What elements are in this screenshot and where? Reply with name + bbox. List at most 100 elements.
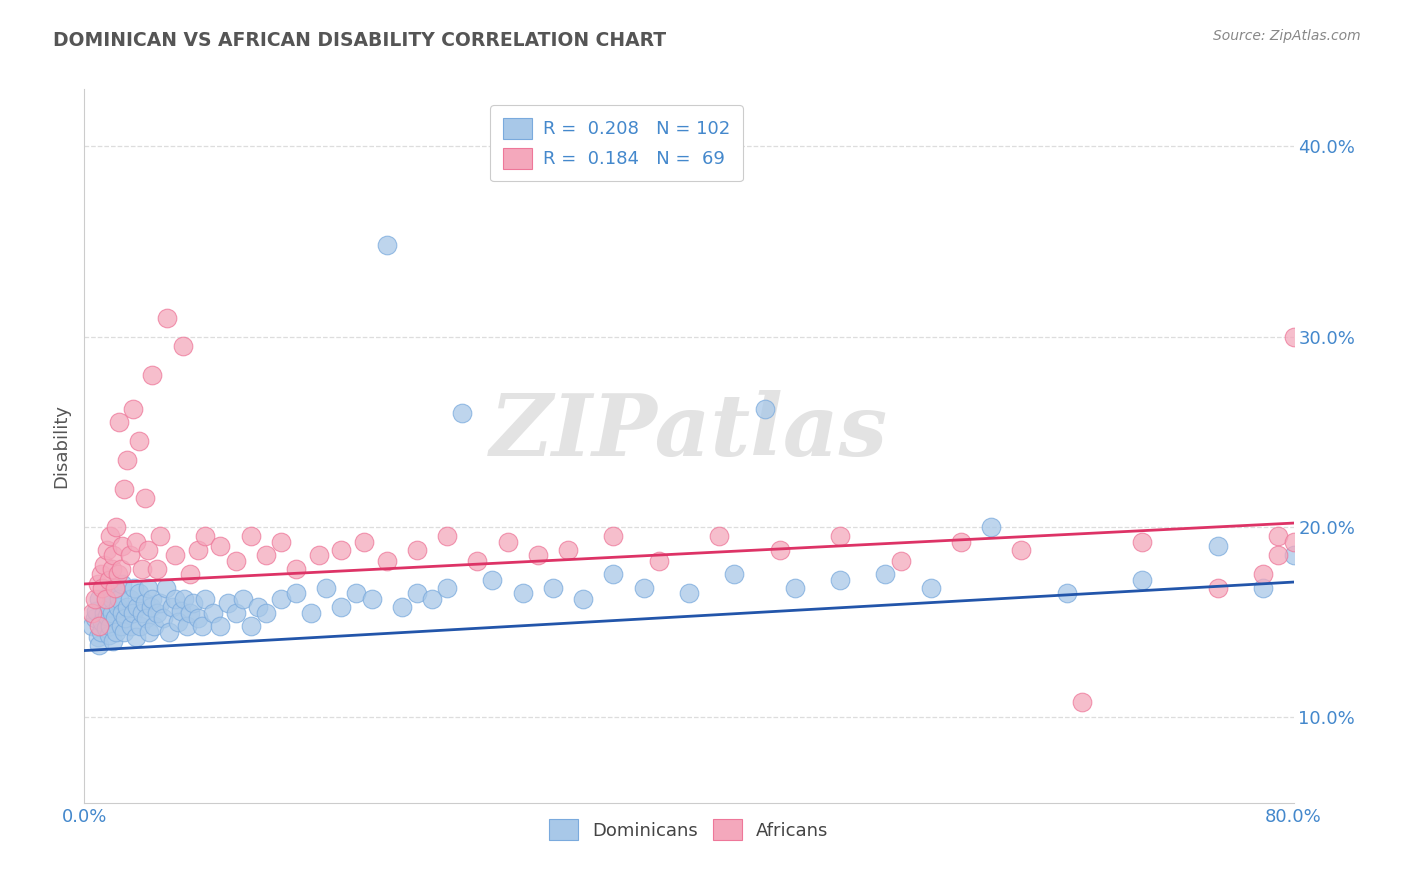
Point [105, 624, 128, 639]
Point [128, 586, 150, 600]
Point [111, 577, 134, 591]
Point [125, 630, 148, 644]
Point [105, 520, 128, 534]
Point [648, 554, 671, 568]
Point [100, 562, 122, 576]
Point [1130, 573, 1153, 587]
Point [80, 619, 103, 633]
Point [127, 599, 149, 614]
Point [112, 624, 135, 639]
Point [783, 581, 806, 595]
Point [187, 611, 209, 625]
Point [633, 581, 655, 595]
Point [108, 415, 131, 429]
Point [330, 542, 353, 557]
Point [1267, 529, 1289, 543]
Point [980, 520, 1002, 534]
Point [299, 606, 322, 620]
Point [84, 611, 107, 625]
Point [89, 592, 111, 607]
Point [122, 581, 145, 595]
Text: ZIPatlas: ZIPatlas [489, 390, 889, 474]
Point [225, 606, 247, 620]
Point [86, 604, 108, 618]
Point [360, 592, 382, 607]
Point [201, 606, 224, 620]
Point [141, 368, 163, 382]
Point [209, 539, 232, 553]
Point [406, 586, 429, 600]
Point [91, 581, 114, 595]
Point [115, 453, 138, 467]
Point [194, 592, 217, 607]
Point [1253, 581, 1275, 595]
Point [920, 581, 942, 595]
Point [96, 609, 118, 624]
Point [98, 619, 121, 633]
Point [131, 606, 153, 620]
Point [118, 549, 141, 563]
Point [406, 542, 429, 557]
Point [232, 592, 254, 607]
Point [830, 573, 852, 587]
Point [830, 529, 852, 543]
Point [541, 581, 564, 595]
Point [111, 539, 134, 553]
Point [170, 604, 193, 618]
Point [769, 542, 792, 557]
Point [134, 491, 156, 506]
Point [84, 592, 107, 607]
Point [391, 599, 413, 614]
Point [709, 529, 731, 543]
Point [1206, 581, 1229, 595]
Point [90, 624, 112, 639]
Point [308, 549, 330, 563]
Point [678, 586, 700, 600]
Point [239, 529, 262, 543]
Point [108, 592, 131, 607]
Point [1282, 549, 1305, 563]
Text: DOMINICAN VS AFRICAN DISABILITY CORRELATION CHART: DOMINICAN VS AFRICAN DISABILITY CORRELAT… [53, 31, 666, 50]
Point [194, 529, 217, 543]
Point [107, 567, 129, 582]
Point [91, 615, 114, 629]
Point [139, 599, 162, 614]
Point [104, 611, 127, 625]
Point [346, 586, 368, 600]
Point [467, 554, 489, 568]
Point [142, 619, 165, 633]
Point [118, 592, 141, 607]
Point [97, 573, 120, 587]
Point [315, 581, 337, 595]
Point [156, 310, 179, 325]
Point [165, 592, 187, 607]
Point [1130, 535, 1153, 549]
Point [375, 554, 398, 568]
Point [115, 599, 138, 614]
Point [98, 586, 121, 600]
Point [93, 606, 115, 620]
Point [181, 596, 204, 610]
Point [93, 558, 115, 572]
Point [89, 638, 111, 652]
Point [110, 619, 132, 633]
Point [451, 406, 474, 420]
Point [98, 529, 121, 543]
Point [239, 619, 262, 633]
Point [90, 567, 112, 582]
Point [172, 339, 194, 353]
Point [179, 606, 201, 620]
Point [121, 401, 143, 416]
Point [136, 542, 159, 557]
Point [254, 549, 277, 563]
Legend: Dominicans, Africans: Dominicans, Africans [543, 812, 835, 847]
Point [152, 611, 174, 625]
Point [149, 529, 172, 543]
Point [100, 592, 122, 607]
Point [121, 606, 143, 620]
Point [225, 554, 247, 568]
Point [754, 401, 776, 416]
Point [1282, 535, 1305, 549]
Point [285, 562, 308, 576]
Point [100, 606, 122, 620]
